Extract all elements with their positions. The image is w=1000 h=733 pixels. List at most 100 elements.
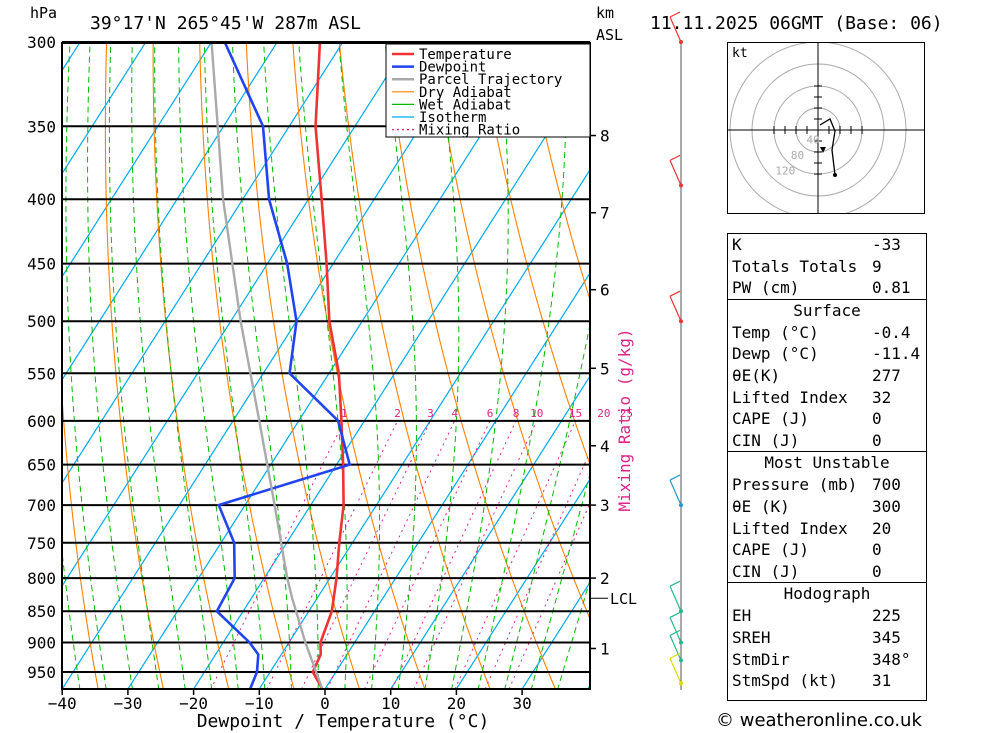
stmdir-label: StmDir bbox=[732, 649, 790, 669]
wind-barb-flag bbox=[669, 11, 681, 18]
dewp-label: Dewp (°C) bbox=[732, 344, 819, 364]
wind-barb-flag bbox=[669, 154, 681, 161]
stmspd-value: 31 bbox=[872, 671, 892, 691]
km-tick-label: 5 bbox=[600, 359, 610, 378]
wet-adiabat-line bbox=[154, 43, 213, 689]
x-tick-label: 30 bbox=[512, 694, 531, 713]
dry-adiabat-line bbox=[104, 43, 165, 689]
x-tick-label: 10 bbox=[381, 694, 400, 713]
theta-value: 277 bbox=[872, 365, 901, 385]
dry-adiabat-line bbox=[991, 42, 1000, 700]
pressure-tick-label: 450 bbox=[27, 255, 56, 274]
hodograph-heading: Hodograph bbox=[728, 582, 926, 605]
eh-row: EH 225 bbox=[728, 605, 926, 627]
wet-adiabat-line bbox=[298, 43, 348, 689]
temp-row: Temp (°C) -0.4 bbox=[728, 322, 926, 344]
temp-value: -0.4 bbox=[872, 322, 911, 342]
mu-cin-label: CIN (J) bbox=[732, 561, 800, 581]
km-tick-label: 2 bbox=[600, 569, 610, 588]
wind-barb bbox=[669, 658, 682, 684]
isotherm-line bbox=[455, 478, 590, 689]
pressure-tick-label: 400 bbox=[27, 190, 56, 209]
mu-pressure-value: 700 bbox=[872, 475, 901, 495]
legend-label: Temperature bbox=[419, 47, 512, 63]
mixing-ratio-label: 20 bbox=[597, 407, 610, 420]
dry-adiabat-line bbox=[945, 42, 1000, 700]
li-label: Lifted Index bbox=[732, 387, 848, 407]
dewp-value: -11.4 bbox=[872, 344, 921, 364]
mixing-ratio-label: 3 bbox=[427, 407, 434, 420]
pressure-tick-label: 600 bbox=[27, 412, 56, 431]
totals-row: Totals Totals 9 bbox=[728, 256, 926, 278]
mixing-ratio-label: 6 bbox=[487, 407, 494, 420]
cin-label: CIN (J) bbox=[732, 430, 800, 450]
wet-adiabat-line bbox=[557, 578, 590, 689]
x-axis-label: Dewpoint / Temperature (°C) bbox=[197, 711, 490, 732]
km-tick-label: 6 bbox=[600, 281, 610, 300]
lcl-label: LCL bbox=[610, 590, 637, 608]
x-tick-label: −40 bbox=[48, 694, 77, 713]
wind-barb-flag bbox=[669, 652, 681, 659]
asl-label: ASL bbox=[596, 26, 623, 44]
mixing-ratio-label: 25 bbox=[620, 407, 633, 420]
pressure-tick-label: 800 bbox=[27, 569, 56, 588]
km-tick-label: 1 bbox=[600, 639, 610, 658]
totals-value: 9 bbox=[872, 256, 882, 276]
x-tick-label: 0 bbox=[320, 694, 330, 713]
wind-barb bbox=[669, 295, 682, 322]
pressure-tick-label: 500 bbox=[27, 312, 56, 331]
mixing-ratio-label: 8 bbox=[513, 407, 520, 420]
stmspd-row: StmSpd (kt) 31 bbox=[728, 670, 926, 692]
location-title: 39°17'N 265°45'W 287m ASL bbox=[90, 13, 361, 34]
wind-barb-flag bbox=[669, 611, 681, 618]
cin-row: CIN (J) 0 bbox=[728, 430, 926, 452]
sreh-row: SREH 345 bbox=[728, 627, 926, 649]
mu-cape-row: CAPE (J) 0 bbox=[728, 539, 926, 561]
pw-value: 0.81 bbox=[872, 278, 911, 298]
dry-adiabat-line bbox=[292, 43, 426, 689]
isotherm-line bbox=[324, 271, 590, 689]
eh-value: 225 bbox=[872, 606, 901, 626]
wind-barb bbox=[669, 160, 682, 186]
mixing-ratio-label: 1 bbox=[341, 407, 348, 420]
pressure-tick-label: 850 bbox=[27, 602, 56, 621]
mu-cape-value: 0 bbox=[872, 540, 882, 560]
km-tick-label: 3 bbox=[600, 496, 610, 515]
pressure-tick-label: 550 bbox=[27, 364, 56, 383]
isotherm-line bbox=[258, 168, 590, 689]
mu-li-value: 20 bbox=[872, 518, 892, 538]
mixing-ratio-label: 4 bbox=[451, 407, 458, 420]
hodograph-ring-label: 80 bbox=[791, 149, 804, 162]
most-unstable-heading: Most Unstable bbox=[728, 451, 926, 474]
hodograph-ring-label: 120 bbox=[775, 165, 795, 178]
hodograph-end-dot bbox=[833, 173, 837, 177]
mixing-ratio-axis-label: Mixing Ratio (g/kg) bbox=[615, 328, 634, 511]
sreh-label: SREH bbox=[732, 627, 771, 647]
k-index-row: K -33 bbox=[728, 234, 926, 256]
dewp-row: Dewp (°C) -11.4 bbox=[728, 343, 926, 365]
hodograph-ring-label: 40 bbox=[806, 134, 819, 147]
cape-row: CAPE (J) 0 bbox=[728, 408, 926, 430]
k-value: -33 bbox=[872, 235, 901, 254]
legend-label: Dry Adiabat bbox=[419, 85, 512, 101]
mixing-ratio-line bbox=[210, 420, 345, 689]
pw-label: PW (cm) bbox=[732, 278, 800, 298]
date-title: 11.11.2025 06GMT (Base: 06) bbox=[650, 13, 943, 34]
storm-motion-marker bbox=[820, 147, 826, 153]
cape-value: 0 bbox=[872, 409, 882, 429]
pressure-tick-label: 700 bbox=[27, 496, 56, 515]
wind-barb-flag bbox=[669, 629, 681, 636]
theta-label: θE(K) bbox=[732, 365, 781, 385]
x-tick-label: −20 bbox=[179, 694, 208, 713]
mu-cape-label: CAPE (J) bbox=[732, 540, 810, 560]
isotherm-line bbox=[62, 43, 212, 278]
isotherm-line bbox=[62, 43, 278, 382]
wind-barb bbox=[669, 635, 682, 661]
copyright-link[interactable]: © weatheronline.co.uk bbox=[716, 710, 922, 731]
parcel-trajectory-curve bbox=[210, 43, 324, 689]
stmspd-label: StmSpd (kt) bbox=[732, 671, 838, 691]
isotherm-line bbox=[62, 43, 475, 689]
wind-barb bbox=[669, 585, 682, 612]
km-tick-label: 4 bbox=[600, 437, 610, 456]
mu-pressure-label: Pressure (mb) bbox=[732, 475, 858, 495]
